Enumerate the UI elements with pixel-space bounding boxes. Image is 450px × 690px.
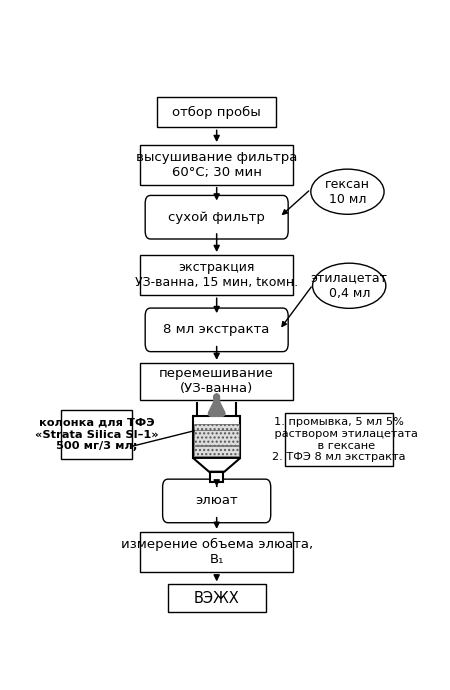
FancyBboxPatch shape — [194, 446, 239, 456]
Text: высушивание фильтра
60°C; 30 мин: высушивание фильтра 60°C; 30 мин — [136, 151, 297, 179]
Text: 8 мл экстракта: 8 мл экстракта — [163, 324, 270, 336]
FancyBboxPatch shape — [140, 145, 293, 185]
FancyBboxPatch shape — [194, 431, 239, 444]
FancyBboxPatch shape — [285, 413, 393, 466]
FancyBboxPatch shape — [140, 255, 293, 295]
Text: экстракция
УЗ-ванна, 15 мин, tкомн.: экстракция УЗ-ванна, 15 мин, tкомн. — [135, 261, 298, 289]
Text: гексан
10 мл: гексан 10 мл — [325, 178, 370, 206]
Text: отбор пробы: отбор пробы — [172, 106, 261, 119]
FancyBboxPatch shape — [162, 479, 271, 523]
Text: колонка для ТФЭ
«Strata Silica Sl–1»
500 мг/3 мл;: колонка для ТФЭ «Strata Silica Sl–1» 500… — [35, 418, 158, 451]
Ellipse shape — [311, 169, 384, 215]
Text: 1. промывка, 5 мл 5%
    раствором этилацетата
    в гексане
2. ТФЭ 8 мл экстрак: 1. промывка, 5 мл 5% раствором этилацета… — [260, 417, 418, 462]
Text: сухой фильтр: сухой фильтр — [168, 210, 265, 224]
FancyBboxPatch shape — [158, 97, 276, 128]
FancyBboxPatch shape — [145, 308, 288, 352]
Text: измерение объема элюата,
В₁: измерение объема элюата, В₁ — [121, 538, 313, 566]
FancyBboxPatch shape — [193, 417, 240, 458]
FancyBboxPatch shape — [194, 424, 239, 435]
FancyBboxPatch shape — [168, 584, 266, 612]
FancyBboxPatch shape — [145, 195, 288, 239]
Ellipse shape — [313, 263, 386, 308]
Text: перемешивание
(УЗ-ванна): перемешивание (УЗ-ванна) — [159, 367, 274, 395]
Polygon shape — [193, 458, 240, 472]
FancyBboxPatch shape — [61, 410, 132, 459]
FancyBboxPatch shape — [211, 472, 223, 482]
Text: этилацетат
0,4 мл: этилацетат 0,4 мл — [310, 272, 388, 299]
Text: элюат: элюат — [195, 495, 238, 507]
FancyBboxPatch shape — [140, 532, 293, 572]
FancyBboxPatch shape — [140, 363, 293, 400]
Text: ВЭЖХ: ВЭЖХ — [194, 591, 239, 606]
